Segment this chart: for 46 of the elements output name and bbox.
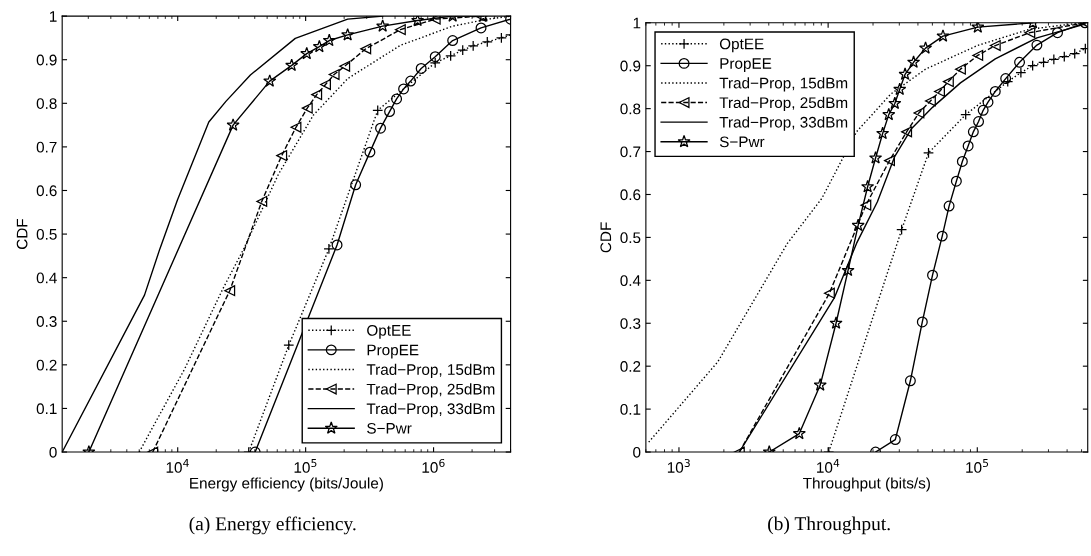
x-tick-label: 10$^{5}$ — [294, 459, 317, 473]
y-tick-label: 0.9 — [36, 54, 57, 66]
y-tick-label: 0.8 — [620, 103, 641, 115]
legend-label: Trad−Prop, 15dBm — [366, 363, 495, 378]
x-tick-label: 10$^{3}$ — [667, 458, 690, 473]
x-tick-label: 10$^{4}$ — [166, 459, 189, 473]
legend-label: S−Pwr — [367, 422, 412, 434]
y-tick-label: 0.4 — [36, 272, 57, 284]
y-tick-label: 0.1 — [620, 403, 641, 415]
y-axis-title: CDF — [16, 218, 28, 249]
x-axis-title: Throughput (bits/s) — [803, 477, 930, 492]
y-tick-label: 0.9 — [620, 60, 641, 72]
text: (a) Energy efficiency. — [189, 516, 356, 535]
y-tick-label: 0.6 — [36, 185, 57, 197]
text: (b) Throughput. — [768, 516, 890, 535]
legend-label: OptEE — [719, 38, 764, 53]
legend-label: Trad−Prop, 15dBm — [719, 77, 848, 92]
y-tick-label: 0 — [49, 446, 57, 458]
legend-label: OptEE — [367, 324, 411, 339]
y-tick-label: 0 — [633, 446, 641, 458]
legend-label: Trad−Prop, 33dBm — [366, 402, 495, 418]
y-tick-label: 0.7 — [620, 146, 641, 158]
y-tick-label: 0.1 — [36, 403, 57, 415]
y-axis-title: CDF — [600, 222, 612, 253]
x-axis-title: Energy efficiency (bits/Joule) — [190, 477, 383, 492]
y-tick-label: 1 — [49, 11, 57, 22]
legend-label: S−Pwr — [719, 136, 765, 148]
y-tick-label: 1 — [633, 17, 641, 29]
y-tick-label: 0.3 — [620, 318, 641, 329]
y-tick-label: 0.7 — [36, 141, 57, 153]
y-tick-label: 0.2 — [620, 361, 641, 372]
y-tick-label: 0.8 — [36, 98, 57, 109]
legend-label: Trad−Prop, 25dBm — [366, 383, 495, 398]
legend-label: PropEE — [720, 58, 772, 72]
legend-label: PropEE — [367, 344, 419, 359]
x-tick-label: 10$^{6}$ — [422, 458, 445, 473]
y-tick-label: 0.3 — [36, 316, 57, 327]
legend-label: Trad−Prop, 33dBm — [719, 116, 848, 131]
x-tick-label: 10$^{5}$ — [966, 459, 989, 473]
x-tick-label: 10$^{4}$ — [817, 459, 840, 473]
y-tick-label: 0.5 — [620, 232, 641, 244]
y-tick-label: 0.5 — [36, 228, 57, 240]
y-tick-label: 0.6 — [620, 189, 641, 201]
y-tick-label: 0.4 — [620, 275, 641, 287]
y-tick-label: 0.2 — [36, 359, 57, 371]
legend-label: Trad−Prop, 25dBm — [719, 96, 848, 112]
